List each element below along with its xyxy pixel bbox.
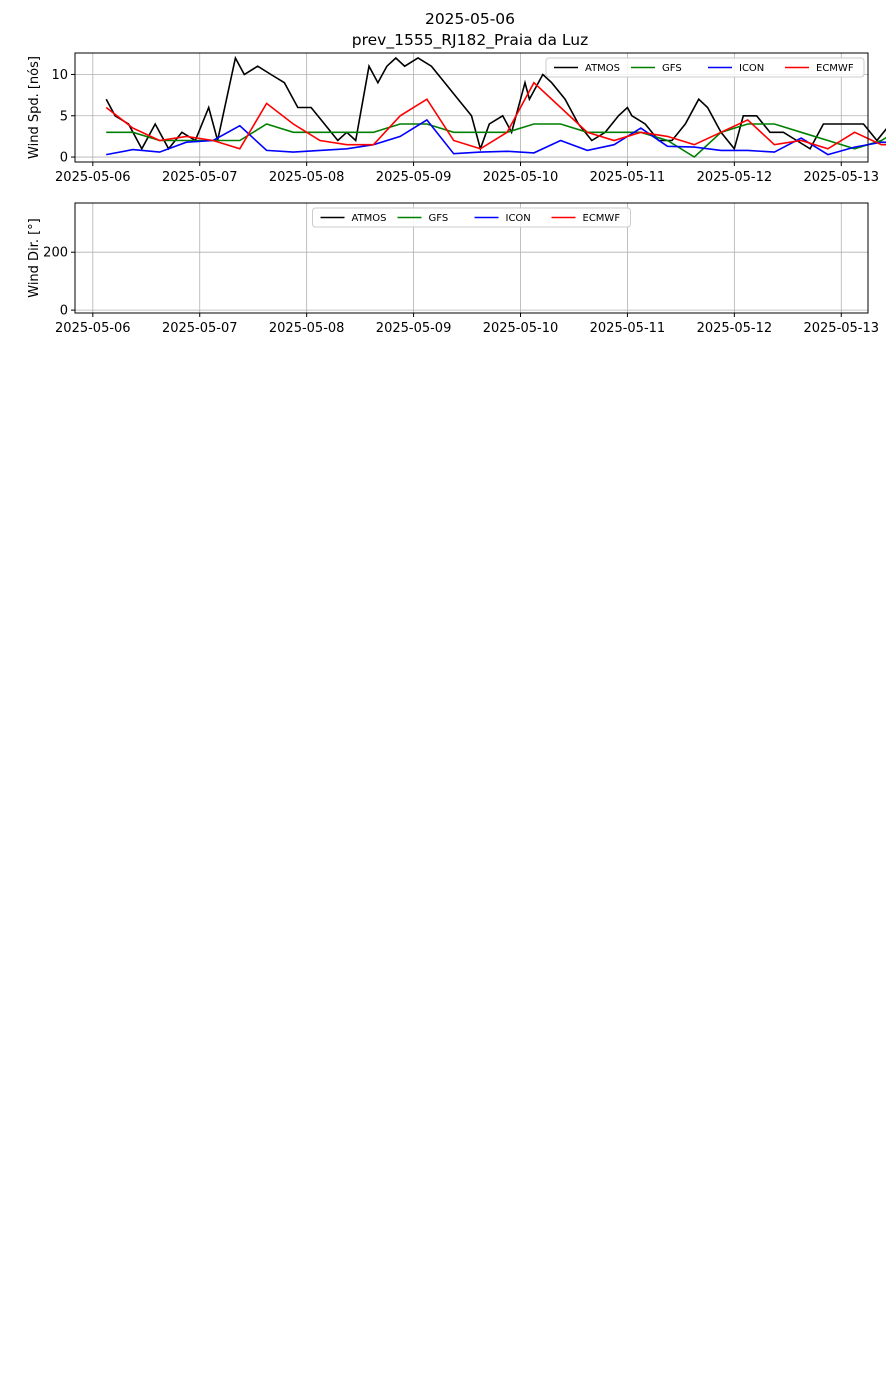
- legend-label: ATMOS: [352, 213, 387, 224]
- x-tick-label: 2025-05-12: [697, 170, 773, 185]
- chart-panels: 0 5 10 2025-05-06 2025-05-07 2025-05-08 2025-0…: [27, 52, 886, 336]
- x-tick-label: 2025-05-11: [590, 321, 666, 336]
- legend-label: ICON: [506, 213, 531, 224]
- legend-label: GFS: [429, 213, 449, 224]
- legend-label: ECMWF: [583, 213, 621, 224]
- figure-title-line2: prev_1555_RJ182_Praia da Luz: [352, 31, 588, 50]
- axes-frame: [74, 52, 869, 163]
- x-tick-label: 2025-05-09: [376, 321, 452, 336]
- legend-label: GFS: [662, 63, 682, 74]
- legend: ATMOS GFS ICON ECMWF: [545, 57, 865, 78]
- x-tick-label: 2025-05-06: [55, 170, 131, 185]
- x-tick-label: 2025-05-06: [55, 321, 131, 336]
- x-tick-label: 2025-05-07: [162, 321, 238, 336]
- y-axis-label: Wind Dir. [°]: [27, 218, 42, 298]
- legend-label: ATMOS: [585, 63, 620, 74]
- y-axis-label: Wind Spd. [nós]: [27, 56, 42, 159]
- panel-wind_dir: 0 200 2025-05-06 2025-05-07 2025-05-08 2025-0…: [27, 202, 879, 336]
- y-tick-label: 0: [60, 304, 68, 319]
- x-tick-label: 2025-05-10: [483, 321, 559, 336]
- legend: ATMOS GFS ICON ECMWF: [312, 207, 631, 228]
- y-tick-label: 200: [43, 246, 68, 261]
- y-tick-label: 10: [51, 68, 68, 83]
- x-tick-label: 2025-05-07: [162, 170, 238, 185]
- axes-frame: [74, 202, 869, 314]
- x-tick-label: 2025-05-08: [269, 321, 345, 336]
- x-tick-label: 2025-05-10: [483, 170, 559, 185]
- figure-title-line1: 2025-05-06: [425, 10, 515, 28]
- series-line-atmos: [105, 55, 886, 152]
- x-tick-label: 2025-05-12: [697, 321, 773, 336]
- x-tick-label: 2025-05-08: [269, 170, 345, 185]
- y-tick-label: 5: [60, 109, 68, 124]
- series-line-ecmwf: [105, 81, 886, 150]
- legend-label: ECMWF: [816, 63, 854, 74]
- panel-wind_speed: 0 5 10 2025-05-06 2025-05-07 2025-05-08 2025-0…: [27, 52, 886, 185]
- y-tick-label: 0: [60, 151, 68, 166]
- x-tick-label: 2025-05-13: [803, 170, 879, 185]
- legend-label: ICON: [739, 63, 764, 74]
- x-tick-label: 2025-05-09: [376, 170, 452, 185]
- series-line-gfs: [106, 123, 886, 158]
- x-tick-label: 2025-05-13: [803, 321, 879, 336]
- series-line-icon: [106, 118, 886, 156]
- x-tick-label: 2025-05-11: [590, 170, 666, 185]
